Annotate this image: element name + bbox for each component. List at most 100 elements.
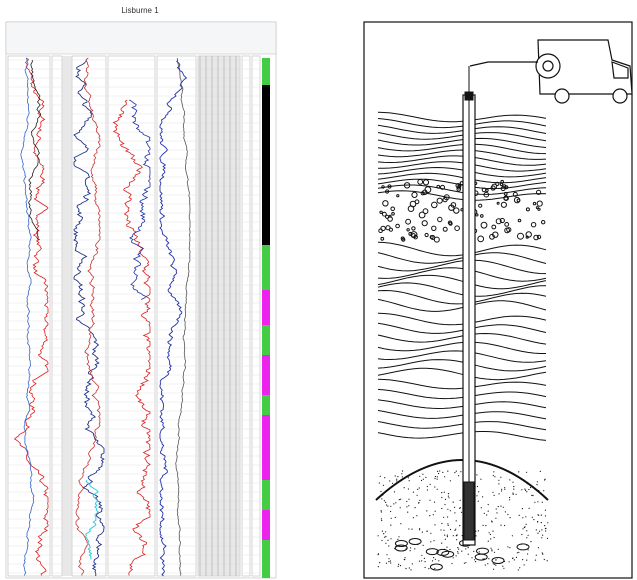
sand-grain [537,521,538,522]
sand-grain [437,476,438,477]
sand-grain [494,552,495,553]
sand-grain [524,489,525,490]
sand-grain [518,552,519,553]
sand-grain [383,485,384,486]
sand-grain [398,564,399,565]
sand-grain [410,550,411,551]
sand-grain [441,492,442,493]
sand-grain [379,482,380,483]
sand-grain [419,500,420,501]
sand-grain [419,528,420,529]
sand-grain [541,515,542,516]
sand-grain [437,479,438,480]
sand-grain [382,531,383,532]
sand-grain [453,502,454,503]
sand-grain [545,530,546,531]
sand-grain [498,506,499,507]
sand-grain [393,503,394,504]
sand-grain [386,554,387,555]
sand-grain [485,564,486,565]
sand-grain [445,539,446,540]
sand-grain [547,560,548,561]
sand-grain [539,531,540,532]
sand-grain [507,514,508,515]
sand-grain [496,508,497,509]
sand-grain [490,548,491,549]
sand-grain [404,557,405,558]
sand-grain [519,515,520,516]
wellhead [465,92,473,100]
sand-grain [447,471,448,472]
sand-grain [387,506,388,507]
sand-grain [388,558,389,559]
lithology-band [262,395,270,415]
sand-grain [547,522,548,523]
sand-grain [468,554,469,555]
sand-grain [455,529,456,530]
sand-grain [440,529,441,530]
sand-grain [378,535,379,536]
sand-grain [494,476,495,477]
sand-grain [545,515,546,516]
sand-grain [524,526,525,527]
sand-grain [434,478,435,479]
sand-grain [406,501,407,502]
sand-grain [493,563,494,564]
sand-grain [485,525,486,526]
sand-grain [380,476,381,477]
sand-grain [378,566,379,567]
sand-grain [494,537,495,538]
sand-grain [408,505,409,506]
sand-grain [448,493,449,494]
sand-grain [513,489,514,490]
sand-grain [527,483,528,484]
sand-grain [399,499,400,500]
sand-grain [476,495,477,496]
sand-grain [433,514,434,515]
sand-grain [439,470,440,471]
sand-grain [444,476,445,477]
sand-grain [446,547,447,548]
shaded-track [198,56,240,576]
sand-grain [419,476,420,477]
sand-grain [412,563,413,564]
sand-grain [479,551,480,552]
sand-grain [478,530,479,531]
sand-grain [432,560,433,561]
sand-grain [427,486,428,487]
sand-grain [458,549,459,550]
sand-grain [480,479,481,480]
sand-grain [471,557,472,558]
sand-grain [547,538,548,539]
sand-grain [501,489,502,490]
sand-grain [429,515,430,516]
sand-grain [418,502,419,503]
sand-grain [538,547,539,548]
sand-grain [381,520,382,521]
sand-grain [510,517,511,518]
log-title: Lisburne 1 [121,6,159,15]
sand-grain [391,518,392,519]
sand-grain [461,551,462,552]
sand-grain [542,502,543,503]
sand-grain [505,511,506,512]
sand-grain [496,559,497,560]
sand-grain [381,518,382,519]
sand-grain [448,497,449,498]
sand-grain [503,568,504,569]
sand-grain [495,518,496,519]
cable-drum-hub [543,61,553,71]
figure: Lisburne 1 [0,0,637,580]
sand-grain [456,471,457,472]
sand-grain [498,483,499,484]
sand-grain [536,529,537,530]
sand-grain [519,567,520,568]
sand-grain [395,517,396,518]
sand-grain [430,484,431,485]
sand-grain [509,547,510,548]
sand-grain [429,500,430,501]
sand-grain [385,531,386,532]
sand-grain [532,517,533,518]
sand-grain [449,549,450,550]
sand-grain [421,555,422,556]
